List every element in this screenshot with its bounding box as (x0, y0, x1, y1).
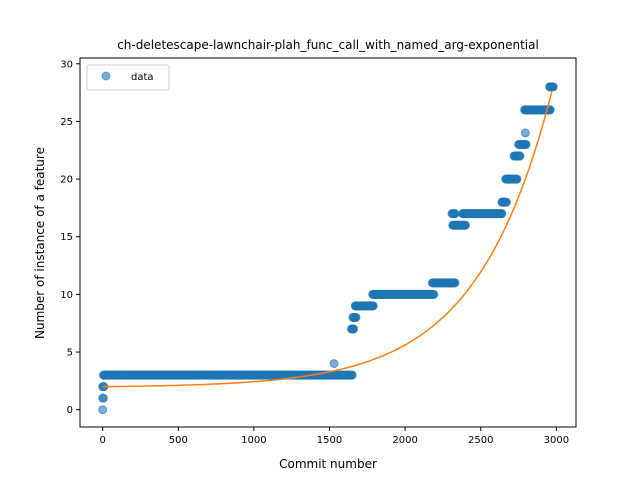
legend-label-data: data (131, 72, 154, 83)
data-point (521, 139, 531, 149)
y-tick-label: 5 (67, 348, 73, 359)
data-point (98, 405, 108, 415)
data-point (98, 393, 108, 403)
data-point (329, 359, 339, 369)
fit-layer (102, 91, 553, 388)
data-point (450, 278, 460, 288)
data-point (347, 370, 357, 380)
x-tick-label: 0 (99, 435, 105, 446)
data-point (368, 301, 378, 311)
data-point (461, 220, 471, 230)
data-point (497, 209, 507, 219)
x-tick-label: 500 (169, 435, 188, 446)
legend: data (86, 64, 170, 91)
y-tick-label: 20 (60, 175, 73, 186)
data-point (520, 128, 530, 138)
y-tick-label: 25 (60, 117, 73, 128)
x-tick-label: 2000 (392, 435, 417, 446)
data-point (349, 324, 359, 334)
y-tick-label: 15 (60, 232, 73, 243)
y-axis-ticks: 0 5 10 15 20 25 30 (60, 59, 80, 416)
data-point (429, 289, 439, 299)
y-tick-label: 10 (60, 290, 73, 301)
legend-marker-data (101, 71, 111, 81)
legend-box (86, 64, 170, 91)
y-tick-label: 0 (67, 405, 73, 416)
fit-line (102, 91, 553, 388)
data-point (501, 197, 511, 207)
x-tick-label: 2500 (468, 435, 493, 446)
data-point (515, 151, 525, 161)
data-point (512, 174, 522, 184)
x-tick-label: 3000 (544, 435, 569, 446)
plot-marks (98, 82, 558, 415)
data-point (351, 312, 361, 322)
data-point (450, 209, 460, 219)
x-axis-ticks: 0 500 1000 1500 2000 2500 3000 (99, 427, 569, 446)
y-axis-label: Number of instance of a feature (33, 147, 47, 339)
plot-frame (79, 57, 577, 428)
x-tick-label: 1000 (241, 435, 266, 446)
x-tick-label: 1500 (317, 435, 342, 446)
chart-title: ch-deletescape-lawnchair-plah_func_call_… (117, 38, 539, 52)
y-tick-label: 30 (60, 59, 73, 70)
x-axis-label: Commit number (279, 457, 377, 471)
data-point (548, 82, 558, 92)
